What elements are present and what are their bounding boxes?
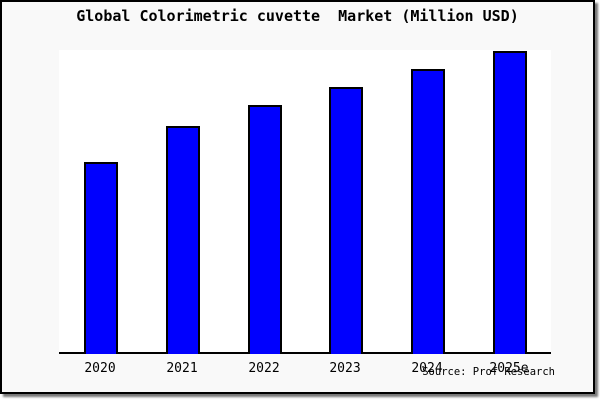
bar-2024 (411, 69, 445, 354)
chart-title: Global Colorimetric cuvette Market (Mill… (76, 7, 519, 25)
bar-2021 (166, 126, 200, 354)
x-tick-label-2021: 2021 (166, 361, 198, 376)
x-tick-label-2020: 2020 (84, 361, 116, 376)
x-tick-label-2022: 2022 (248, 361, 280, 376)
bar-2023 (329, 87, 363, 354)
bar-2025e (493, 51, 527, 354)
source-note: Source: Prof Research (422, 366, 555, 378)
x-tick-label-2024: 2024 (411, 361, 443, 376)
x-tick-label-2023: 2023 (329, 361, 361, 376)
bar-2020 (84, 162, 118, 354)
bar-2022 (248, 105, 282, 354)
chart-figure: Global Colorimetric cuvette Market (Mill… (0, 0, 595, 394)
plot-area (59, 50, 551, 354)
x-tick-label-2025e: 2025e (489, 361, 529, 376)
